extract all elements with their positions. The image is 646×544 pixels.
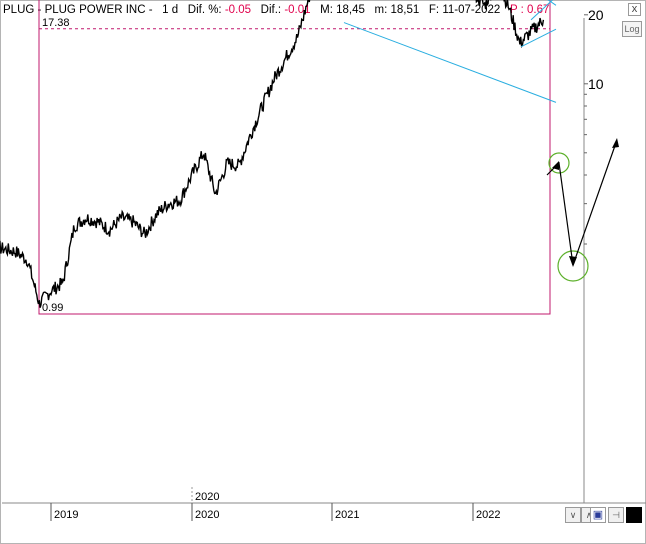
p-label: P : — [509, 4, 524, 16]
m-value: 18,45 — [336, 4, 365, 16]
pin-icon: ⊣ — [612, 510, 620, 520]
pin-button[interactable]: ⊣ — [608, 507, 624, 523]
fib-level-label: 0.99 — [42, 302, 63, 314]
scroll-down-button[interactable]: ∨ — [565, 507, 581, 523]
arrow-head — [612, 138, 619, 148]
min-label: m: — [374, 4, 388, 16]
x-tick-label: 2020 — [195, 509, 219, 521]
close-button[interactable]: x — [628, 3, 641, 16]
date-label: F: — [428, 4, 440, 16]
channel-line — [343, 22, 557, 103]
log-scale-toggle[interactable]: Log — [622, 21, 642, 37]
arrow-head — [552, 161, 559, 170]
price-series-line — [0, 0, 545, 308]
projection-arrow — [546, 139, 618, 266]
x-tick-label: 2019 — [54, 509, 78, 521]
chart-header: PLUG - PLUG POWER INC - 1 d Dif. %: -0.0… — [3, 4, 550, 16]
y-tick-label: 20 — [588, 7, 604, 23]
fib-level-label: 17.38 — [42, 17, 70, 29]
x-tick-label: 2022 — [476, 509, 500, 521]
save-icon: ▣ — [592, 509, 604, 521]
dif-pct-value: -0.05 — [224, 4, 252, 16]
log-label: Log — [624, 24, 640, 34]
arrow-head — [569, 256, 577, 267]
save-button[interactable]: ▣ — [590, 507, 606, 523]
x-marker-label: 2020 — [195, 491, 219, 503]
p-value: 0.67 — [527, 4, 550, 16]
target-circle — [557, 250, 589, 282]
m-label: M: — [320, 4, 333, 16]
channel-line — [530, 0, 554, 21]
color-button[interactable] — [626, 507, 642, 523]
chevron-down-icon: ∨ — [569, 510, 577, 520]
channel-line — [520, 28, 557, 48]
chevron-up-icon: ∧ — [585, 510, 593, 520]
dif-label: Dif.: — [260, 4, 282, 16]
min-value: 18,51 — [390, 4, 420, 16]
x-tick-label: 2021 — [335, 509, 359, 521]
target-circle — [548, 152, 570, 174]
close-icon: x — [631, 3, 638, 15]
symbol: PLUG — [3, 4, 35, 16]
dif-pct-label: Dif. %: — [187, 4, 222, 16]
period: 1 d — [162, 4, 179, 16]
security-name: PLUG POWER INC - — [44, 4, 153, 16]
y-tick-label: 10 — [588, 76, 604, 92]
